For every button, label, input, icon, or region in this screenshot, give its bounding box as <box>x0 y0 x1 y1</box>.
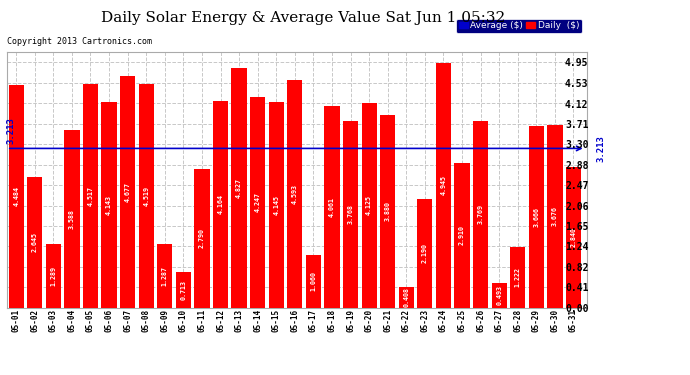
Bar <box>436 63 451 308</box>
Bar <box>473 121 489 308</box>
Legend: Average ($), Daily  ($): Average ($), Daily ($) <box>456 19 582 33</box>
Bar <box>157 244 172 308</box>
Text: 0.713: 0.713 <box>180 280 186 300</box>
Text: Daily Solar Energy & Average Value Sat Jun 1 05:32: Daily Solar Energy & Average Value Sat J… <box>101 11 506 25</box>
Bar <box>306 255 321 308</box>
Text: 1.222: 1.222 <box>515 267 521 287</box>
Bar <box>213 101 228 308</box>
Text: 2.190: 2.190 <box>422 243 428 263</box>
Bar <box>176 272 191 308</box>
Text: 4.517: 4.517 <box>88 186 94 206</box>
Bar <box>417 199 433 308</box>
Text: 4.484: 4.484 <box>13 186 19 207</box>
Text: 4.145: 4.145 <box>273 195 279 215</box>
Bar <box>250 97 265 308</box>
Bar <box>529 126 544 308</box>
Bar <box>324 106 339 308</box>
Text: 4.061: 4.061 <box>329 197 335 217</box>
Text: 1.060: 1.060 <box>310 271 317 291</box>
Bar <box>64 130 79 308</box>
Text: 4.519: 4.519 <box>144 186 149 206</box>
Text: 4.827: 4.827 <box>236 178 242 198</box>
Text: 1.287: 1.287 <box>161 266 168 286</box>
Bar <box>120 76 135 307</box>
Bar <box>380 116 395 308</box>
Text: 3.676: 3.676 <box>552 207 558 226</box>
Text: 2.645: 2.645 <box>32 232 38 252</box>
Text: 2.790: 2.790 <box>199 228 205 248</box>
Text: 4.247: 4.247 <box>255 192 261 212</box>
Bar <box>232 69 247 308</box>
Bar <box>566 167 581 308</box>
Text: 4.593: 4.593 <box>292 184 298 204</box>
Text: 4.677: 4.677 <box>125 182 130 202</box>
Bar <box>27 177 42 308</box>
Text: 3.768: 3.768 <box>348 204 353 224</box>
Text: 0.493: 0.493 <box>496 285 502 305</box>
Text: 4.143: 4.143 <box>106 195 112 215</box>
Bar <box>399 287 414 308</box>
Text: Copyright 2013 Cartronics.com: Copyright 2013 Cartronics.com <box>7 38 152 46</box>
Bar <box>46 244 61 308</box>
Text: 0.408: 0.408 <box>403 287 409 308</box>
Text: 3.213: 3.213 <box>7 118 16 144</box>
Bar <box>8 86 23 308</box>
Bar <box>139 84 154 308</box>
Bar <box>455 164 470 308</box>
Bar <box>195 170 210 308</box>
Text: 2.840: 2.840 <box>571 227 577 247</box>
Text: 3.588: 3.588 <box>69 209 75 229</box>
Text: 3.213: 3.213 <box>597 135 606 162</box>
Text: 3.880: 3.880 <box>385 201 391 222</box>
Text: 4.164: 4.164 <box>217 194 224 214</box>
Text: 1.289: 1.289 <box>50 266 57 286</box>
Bar <box>83 84 98 308</box>
Bar <box>362 103 377 308</box>
Bar <box>268 102 284 308</box>
Text: 4.945: 4.945 <box>440 175 446 195</box>
Bar <box>510 247 525 308</box>
Bar <box>101 102 117 308</box>
Bar <box>343 121 358 308</box>
Text: 4.125: 4.125 <box>366 195 372 215</box>
Bar <box>491 283 507 308</box>
Bar <box>547 126 562 308</box>
Text: 3.666: 3.666 <box>533 207 540 227</box>
Bar <box>287 80 302 308</box>
Text: 3.769: 3.769 <box>477 204 484 224</box>
Text: 2.910: 2.910 <box>459 225 465 246</box>
